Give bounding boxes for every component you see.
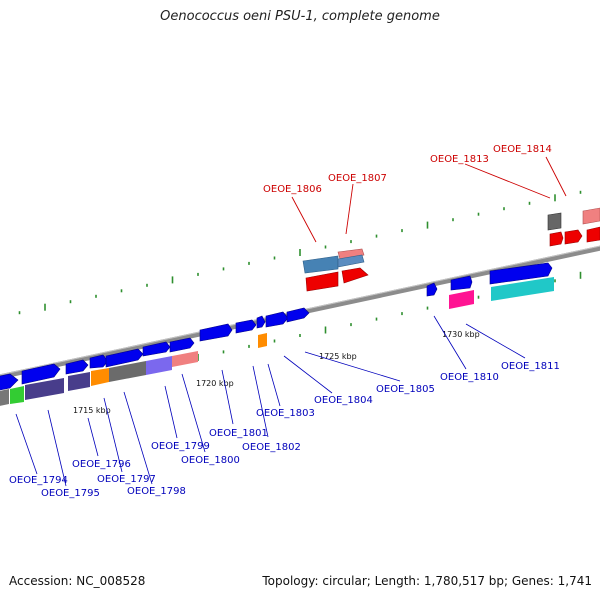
gene-OEOE_1811-bar: [491, 277, 554, 301]
accession-text: Accession: NC_008528: [9, 574, 146, 588]
gene-label-OEOE_1796[interactable]: OEOE_1796: [72, 459, 131, 470]
gene-lower-arrow-11[interactable]: [265, 311, 289, 328]
gene-lower-arrow-1[interactable]: [0, 373, 19, 391]
gene-OEOE_1813-cds[interactable]: [547, 212, 562, 231]
gene-label-OEOE_1794[interactable]: OEOE_1794: [9, 475, 68, 486]
gene-label-OEOE_1802[interactable]: OEOE_1802: [242, 442, 301, 453]
gene-OEOE_1807-protein[interactable]: [341, 267, 369, 284]
gene-label-OEOE_1805[interactable]: OEOE_1805: [376, 384, 435, 395]
gene-OEOE_1807-cds[interactable]: [337, 248, 365, 260]
gene-OEOE_1803-bar: [258, 333, 267, 348]
gene-label-OEOE_1811[interactable]: OEOE_1811: [501, 361, 560, 372]
gene-label-OEOE_1795[interactable]: OEOE_1795: [41, 488, 100, 499]
gene-label-OEOE_1806[interactable]: OEOE_1806: [263, 184, 322, 195]
gene-label-OEOE_1814[interactable]: OEOE_1814: [493, 144, 552, 155]
kbp-marker-1725: 1725 kbp: [319, 352, 357, 361]
gene-OEOE_1806-cds[interactable]: [302, 255, 339, 274]
gene-OEOE_1807-bar: [337, 254, 365, 268]
gene-upper-protein-a[interactable]: [564, 229, 583, 245]
scale-ticks: [18, 190, 582, 398]
gene-lower-arrow-8[interactable]: [199, 323, 233, 342]
gene-label-OEOE_1798[interactable]: OEOE_1798: [127, 486, 186, 497]
gene-OEOE_1811-arrow[interactable]: [489, 262, 553, 285]
gene-OEOE_1798-bar: [109, 361, 146, 382]
gene-lower-arrow-7[interactable]: [169, 337, 195, 353]
gene-label-OEOE_1801[interactable]: OEOE_1801: [209, 428, 268, 439]
gene-OEOE_1796-bar: [68, 372, 90, 391]
gene-OEOE_1810b-arrow[interactable]: [450, 275, 473, 291]
gene-OEOE_1794-bar: [0, 389, 9, 406]
gene-lower-arrow-5[interactable]: [105, 348, 144, 368]
map-title: Oenococcus oeni PSU-1, complete genome: [160, 9, 440, 24]
gene-label-OEOE_1797[interactable]: OEOE_1797: [97, 474, 156, 485]
gene-OEOE_1806-protein[interactable]: [305, 271, 339, 292]
gene-OEOE_1810-bar: [449, 290, 474, 309]
gene-label-OEOE_1803[interactable]: OEOE_1803: [256, 408, 315, 419]
topology-text: Topology: circular; Length: 1,780,517 bp…: [262, 574, 592, 588]
gene-OEOE_1813-protein[interactable]: [549, 231, 564, 247]
gene-OEOE_1795-bar: [25, 378, 64, 400]
gene-label-OEOE_1810[interactable]: OEOE_1810: [440, 372, 499, 383]
gene-lower-arrow-4[interactable]: [89, 354, 109, 369]
gene-features: [0, 207, 600, 406]
gene-OEOE_1794-bar-green: [10, 386, 24, 404]
gene-lower-arrow-3[interactable]: [65, 359, 89, 375]
gene-OEOE_1814-cds[interactable]: [582, 207, 600, 225]
gene-label-OEOE_1807[interactable]: OEOE_1807: [328, 173, 387, 184]
gene-OEOE_1814-protein[interactable]: [586, 226, 600, 243]
gene-OEOE_1800-bar: [172, 351, 198, 367]
lower-labels: OEOE_1794 OEOE_1795 OEOE_1796 OEOE_1797 …: [9, 315, 560, 499]
kbp-marker-1730: 1730 kbp: [442, 330, 480, 339]
kbp-marker-1720: 1720 kbp: [196, 379, 234, 388]
gene-label-OEOE_1799[interactable]: OEOE_1799: [151, 441, 210, 452]
gene-OEOE_1797-bar: [91, 368, 109, 386]
gene-label-OEOE_1800[interactable]: OEOE_1800: [181, 455, 240, 466]
gene-lower-arrow-9[interactable]: [235, 319, 257, 334]
gene-OEOE_1810-arrow[interactable]: [426, 282, 438, 297]
gene-OEOE_1799-bar: [146, 356, 172, 375]
gene-lower-arrow-2[interactable]: [21, 363, 61, 385]
gene-lower-arrow-10[interactable]: [256, 315, 266, 329]
gene-label-OEOE_1804[interactable]: OEOE_1804: [314, 395, 373, 406]
highlighted-labels: OEOE_1806 OEOE_1807 OEOE_1813 OEOE_1814: [263, 144, 567, 243]
gene-lower-arrow-12[interactable]: [286, 307, 310, 323]
gene-lower-arrow-6[interactable]: [142, 341, 171, 357]
gene-label-OEOE_1813[interactable]: OEOE_1813: [430, 154, 489, 165]
kbp-marker-1715: 1715 kbp: [73, 406, 111, 415]
